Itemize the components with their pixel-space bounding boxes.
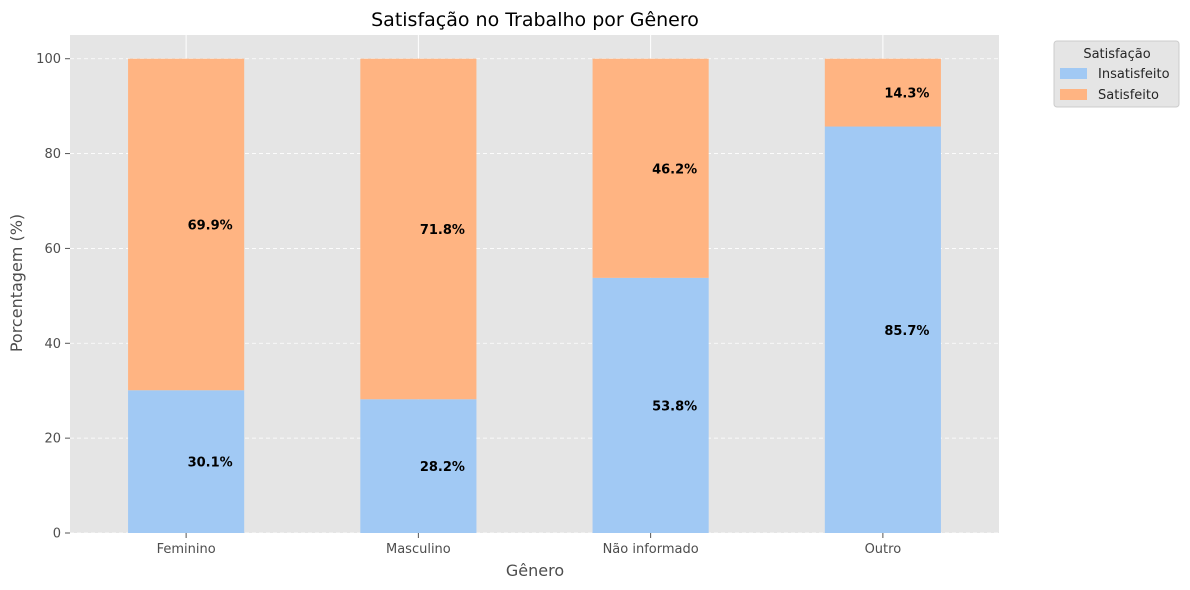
legend-title: Satisfação [1083, 47, 1150, 62]
bar-satisfeito [128, 58, 245, 391]
x-tick-label: Não informado [603, 542, 699, 557]
bar-insatisfeito [592, 277, 709, 533]
legend-item-satisfeito: Satisfeito [1098, 88, 1159, 103]
x-axis-label: Gênero [506, 561, 564, 580]
y-tick-label: 80 [44, 147, 61, 162]
y-tick-label: 60 [44, 242, 61, 257]
bar-value-label: 14.3% [884, 87, 929, 102]
bar-value-label: 53.8% [652, 399, 697, 414]
bar-satisfeito [592, 58, 709, 278]
x-tick-label: Outro [865, 542, 902, 557]
y-tick-label: 100 [36, 52, 61, 67]
bar-value-label: 28.2% [420, 460, 465, 475]
y-axis-label: Porcentagem (%) [7, 214, 26, 352]
bar-value-label: 85.7% [884, 324, 929, 339]
bar-value-label: 69.9% [188, 218, 233, 233]
bar-satisfeito [360, 58, 477, 400]
legend: Satisfação Insatisfeito Satisfeito [1053, 40, 1180, 108]
legend-swatch-satisfeito [1060, 89, 1087, 100]
legend-item-insatisfeito: Insatisfeito [1098, 67, 1170, 82]
y-tick-label: 20 [44, 432, 61, 447]
bar-value-label: 46.2% [652, 162, 697, 177]
chart-title: Satisfação no Trabalho por Gênero [371, 9, 699, 31]
bar-insatisfeito [360, 399, 477, 533]
bar-labels: 30.1% 69.9% 28.2% 71.8% 53.8% 46.2% 85.7% 14.3% [188, 87, 930, 475]
bar-insatisfeito [128, 390, 245, 533]
bars [128, 58, 941, 533]
bar-value-label: 71.8% [420, 223, 465, 238]
x-tick-label: Masculino [386, 542, 451, 557]
y-tick-label: 40 [44, 337, 61, 352]
bar-satisfeito [824, 58, 941, 127]
axes: 0 20 40 60 80 100 Feminino Masculino Não informa… [36, 52, 901, 557]
y-tick-label: 0 [53, 527, 61, 542]
x-tick-label: Feminino [157, 542, 216, 557]
bar-value-label: 30.1% [188, 456, 233, 471]
bar-insatisfeito [824, 126, 941, 533]
legend-swatch-insatisfeito [1060, 68, 1087, 79]
